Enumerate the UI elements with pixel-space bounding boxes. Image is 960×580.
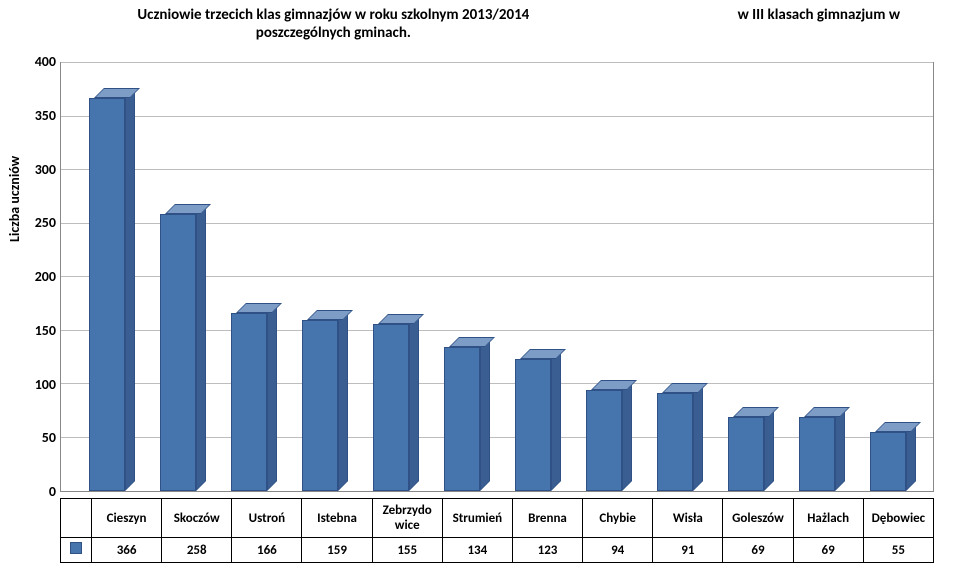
category-label: Chybie bbox=[583, 499, 653, 538]
value-cell: 91 bbox=[653, 538, 723, 563]
bar bbox=[373, 324, 409, 491]
bar-side bbox=[835, 407, 845, 491]
chart-title-row: Uczniowie trzecich klas gimnazjów w roku… bbox=[0, 0, 960, 42]
bar-front bbox=[728, 417, 764, 491]
bar-side bbox=[338, 310, 348, 491]
bar-front bbox=[515, 359, 551, 491]
category-label: Istebna bbox=[302, 499, 372, 538]
value-cell: 166 bbox=[232, 538, 302, 563]
bar-side bbox=[906, 422, 916, 491]
bar-front bbox=[160, 214, 196, 491]
bar-front bbox=[586, 390, 622, 491]
grid-line bbox=[61, 62, 933, 63]
category-label: Strumień bbox=[442, 499, 512, 538]
category-label: Brenna bbox=[512, 499, 582, 538]
value-cell: 366 bbox=[92, 538, 162, 563]
bar-side bbox=[267, 303, 277, 491]
bar bbox=[657, 393, 693, 491]
bar bbox=[444, 347, 480, 491]
bar-front bbox=[89, 98, 125, 491]
bar-side bbox=[480, 337, 490, 491]
value-cell: 155 bbox=[372, 538, 442, 563]
grid-line bbox=[61, 116, 933, 117]
value-cell: 69 bbox=[793, 538, 863, 563]
plot-area bbox=[60, 62, 934, 492]
category-label: Dębowiec bbox=[863, 499, 933, 538]
table-corner bbox=[61, 499, 92, 538]
bar-front bbox=[231, 313, 267, 491]
value-cell: 258 bbox=[162, 538, 232, 563]
chart-area: Liczba uczniów 400350300250200150100500 bbox=[24, 62, 934, 492]
bar-front bbox=[444, 347, 480, 491]
data-table: CieszynSkoczówUstrońIstebnaZebrzydo wice… bbox=[60, 498, 934, 563]
value-cell: 94 bbox=[583, 538, 653, 563]
bar-side bbox=[693, 383, 703, 491]
bar bbox=[870, 432, 906, 491]
bar bbox=[799, 417, 835, 491]
bar-front bbox=[302, 320, 338, 491]
category-label: Cieszyn bbox=[92, 499, 162, 538]
bar bbox=[586, 390, 622, 491]
category-label: Goleszów bbox=[723, 499, 793, 538]
legend-square-icon bbox=[70, 542, 82, 554]
value-cell: 159 bbox=[302, 538, 372, 563]
value-cell: 69 bbox=[723, 538, 793, 563]
bar bbox=[515, 359, 551, 491]
y-axis: 400350300250200150100500 bbox=[24, 62, 60, 492]
value-cell: 134 bbox=[442, 538, 512, 563]
bar-side bbox=[125, 88, 135, 491]
bar bbox=[302, 320, 338, 491]
legend-cell bbox=[61, 538, 92, 563]
title-left-line2: poszczególnych gminach. bbox=[256, 24, 411, 42]
bar-front bbox=[870, 432, 906, 491]
category-label: Hażlach bbox=[793, 499, 863, 538]
bar bbox=[160, 214, 196, 491]
bar bbox=[231, 313, 267, 491]
value-cell: 123 bbox=[512, 538, 582, 563]
bar-side bbox=[409, 314, 419, 491]
category-label: Zebrzydo wice bbox=[372, 499, 442, 538]
bar-side bbox=[196, 204, 206, 491]
bar-front bbox=[799, 417, 835, 491]
bar-front bbox=[373, 324, 409, 491]
chart-title-right: w III klasach gimnazjum w bbox=[567, 6, 900, 42]
title-left-line1: Uczniowie trzecich klas gimnazjów w roku… bbox=[137, 6, 529, 24]
grid-line bbox=[61, 169, 933, 170]
bar bbox=[89, 98, 125, 491]
bar-side bbox=[551, 349, 561, 491]
category-label: Ustroń bbox=[232, 499, 302, 538]
y-axis-label: Liczba uczniów bbox=[6, 156, 23, 242]
chart-title-left: Uczniowie trzecich klas gimnazjów w roku… bbox=[100, 6, 567, 42]
bar-side bbox=[764, 407, 774, 491]
value-cell: 55 bbox=[863, 538, 933, 563]
bar-front bbox=[657, 393, 693, 491]
category-label: Skoczów bbox=[162, 499, 232, 538]
bar-side bbox=[622, 380, 632, 491]
bar bbox=[728, 417, 764, 491]
category-label: Wisła bbox=[653, 499, 723, 538]
